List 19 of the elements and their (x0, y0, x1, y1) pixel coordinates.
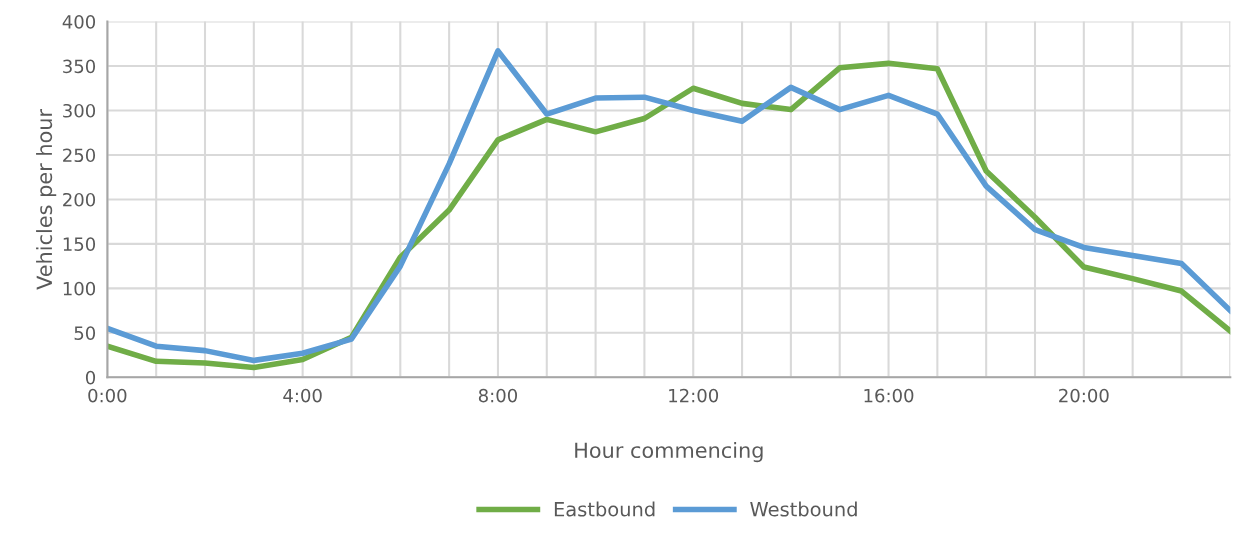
x-axis-title: Hour commencing (575, 442, 763, 463)
x-tick-label: 4:00 (283, 388, 322, 403)
y-axis-title: Vehicles per hour (36, 108, 57, 290)
legend-label: Eastbound (554, 501, 655, 517)
x-tick-label: 8:00 (478, 388, 518, 403)
x-tick-label: 0:00 (88, 388, 127, 403)
x-tick-label: 12:00 (669, 388, 719, 403)
y-tick-label: 350 (63, 59, 96, 74)
x-tick-label: 16:00 (864, 388, 914, 403)
y-tick-label: 50 (74, 326, 96, 340)
y-tick-label: 300 (63, 103, 96, 118)
y-tick-label: 150 (63, 237, 96, 252)
y-tick-label: 100 (63, 281, 96, 296)
y-tick-label: 0 (85, 370, 96, 385)
y-tick-label: 250 (63, 148, 96, 163)
y-tick-label: 200 (63, 192, 96, 207)
legend-label: Westbound (750, 501, 857, 517)
y-tick-label: 400 (62, 15, 96, 29)
x-tick-label: 20:00 (1059, 388, 1109, 403)
